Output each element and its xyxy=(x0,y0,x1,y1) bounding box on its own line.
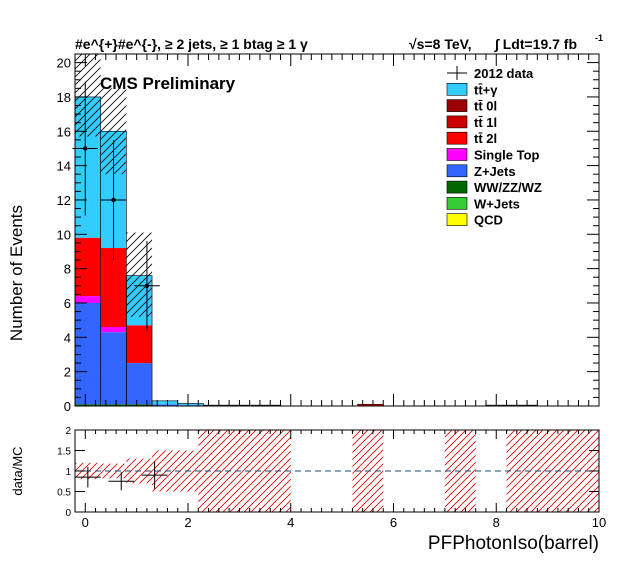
legend-label: Z+Jets xyxy=(474,164,516,179)
x-tick-label: 2 xyxy=(184,515,191,530)
bar-z-jets-bin-3 xyxy=(152,404,178,406)
legend-swatch xyxy=(446,148,468,161)
legend-label: tt̄+γ xyxy=(474,82,498,97)
main-frame xyxy=(74,53,600,407)
bar-z-jets-bin-2 xyxy=(126,363,153,405)
bar-ww-zz-wz-bin-0 xyxy=(75,404,101,406)
main-plot: 0 2 4 6 8 10 12 14 16 18 20 CMS Preliminary Number… xyxy=(7,53,600,414)
y-tick-label: 16 xyxy=(57,124,71,139)
ratio-data-points xyxy=(75,461,168,491)
bar-tt-2l-bin-11 xyxy=(357,404,384,406)
bar-tt-2l-bin-1 xyxy=(100,248,127,328)
ratio-y-tick-label: 1 xyxy=(65,467,71,478)
bar-z-jets-bin-1 xyxy=(100,332,127,405)
bar-tt-2l-bin-0 xyxy=(75,237,101,297)
legend-swatch xyxy=(446,180,468,194)
legend-label: Single Top xyxy=(474,148,540,163)
x-axis-label: PFPhotonIso(barrel) xyxy=(428,533,599,554)
energy-label: √s=8 TeV, xyxy=(409,36,472,52)
legend-label: tt̄ 2l xyxy=(474,131,497,146)
y-tick-label: 2 xyxy=(64,365,71,380)
bar-single-top-bin-0 xyxy=(75,296,101,303)
legend-swatch xyxy=(446,115,468,129)
ratio-x-ticks: 0 2 4 6 8 10 xyxy=(82,430,606,530)
uncertainty-bin-0 xyxy=(75,54,101,137)
legend-label: QCD xyxy=(474,213,503,228)
y-tick-label: 8 xyxy=(64,262,71,277)
y-tick-label: 4 xyxy=(64,330,71,345)
main-y-ticks: 0 2 4 6 8 10 12 14 16 18 20 xyxy=(57,56,599,414)
bar-tt--bin-3 xyxy=(152,400,178,405)
ratio-plot: 0 0.5 1 1.5 2 0 2 4 6 8 10 data/MC PFPhotonIso(ba… xyxy=(10,426,606,554)
ratio-y-ticks: 0 0.5 1 1.5 2 xyxy=(57,426,599,519)
ratio-y-tick-label: 1.5 xyxy=(57,447,71,458)
y-tick-label: 6 xyxy=(64,296,71,311)
selection-label: #e^{+}#e^{-}, ≥ 2 jets, ≥ 1 btag ≥ 1 γ xyxy=(75,36,308,52)
y-axis-label: Number of Events xyxy=(7,205,26,341)
y-tick-label: 18 xyxy=(57,90,71,105)
bar-ww-zz-wz-bin-2 xyxy=(126,404,153,406)
bar-tt--bin-4 xyxy=(177,403,204,406)
legend-label: WW/ZZ/WZ xyxy=(474,180,542,195)
legend-label: W+Jets xyxy=(474,196,520,211)
uncertainty-bin-2 xyxy=(126,232,153,317)
legend-swatch xyxy=(446,213,468,226)
bar-ww-zz-wz-bin-1 xyxy=(100,404,127,406)
data-point-1 xyxy=(111,197,116,203)
cms-annotation: CMS Preliminary xyxy=(100,74,236,93)
legend-swatch xyxy=(446,83,468,96)
bar-single-top-bin-1 xyxy=(100,327,127,333)
ratio-y-tick-label: 2 xyxy=(65,426,71,437)
bar-tt-2l-bin-2 xyxy=(126,325,153,364)
y-tick-label: 14 xyxy=(57,159,71,174)
legend-swatch xyxy=(446,197,468,210)
lumi-exponent: -1 xyxy=(595,33,603,43)
main-x-ticks xyxy=(84,54,600,406)
x-tick-label: 10 xyxy=(592,515,606,530)
ratio-y-tick-label: 0 xyxy=(65,508,71,519)
legend-label: tt̄ 1l xyxy=(474,115,497,130)
data-point-2 xyxy=(144,283,150,289)
ratio-band-7 xyxy=(506,430,599,512)
lumi-label: ∫ Ldt=19.7 fb xyxy=(494,36,577,53)
ratio-band-1 xyxy=(100,463,127,479)
legend-swatch xyxy=(446,99,468,112)
y-tick-label: 20 xyxy=(57,56,71,71)
data-point-0 xyxy=(83,146,88,151)
x-tick-label: 8 xyxy=(493,515,500,530)
y-tick-label: 12 xyxy=(57,193,71,208)
legend-label: tt̄ 0l xyxy=(474,99,497,114)
legend-swatch xyxy=(446,164,468,178)
ratio-y-tick-label: 0.5 xyxy=(57,488,71,499)
ratio-y-label: data/MC xyxy=(10,446,25,495)
y-tick-label: 10 xyxy=(57,227,71,242)
x-tick-label: 6 xyxy=(390,515,397,530)
legend-swatch xyxy=(446,131,468,145)
legend-label: 2012 data xyxy=(474,66,534,81)
y-tick-label: 0 xyxy=(64,399,71,414)
x-tick-label: 4 xyxy=(287,515,294,530)
data-points xyxy=(72,81,160,331)
x-tick-label: 0 xyxy=(82,515,89,530)
